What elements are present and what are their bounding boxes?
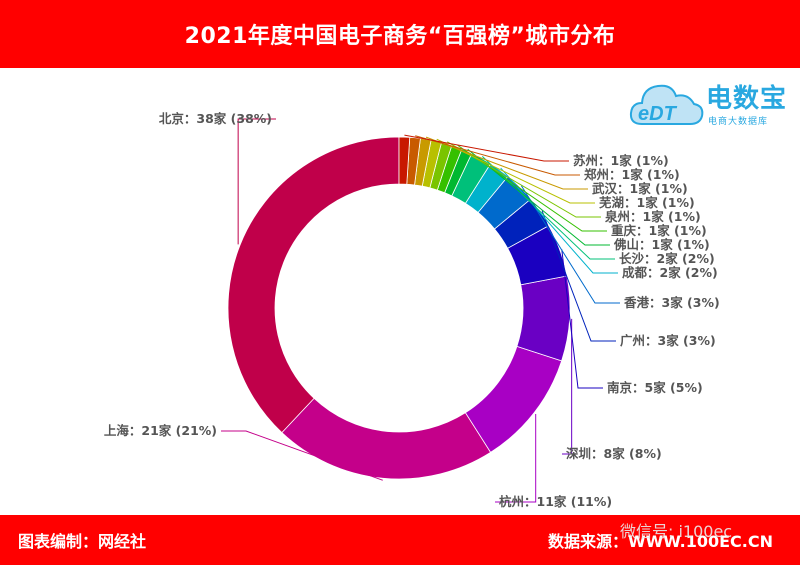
leader-line-郑州 [415, 135, 580, 176]
data-label-苏州: 苏州：1家 (1%) [573, 153, 669, 168]
data-label-郑州: 郑州：1家 (1%) [584, 167, 680, 182]
title-bar: 2021年度中国电子商务“百强榜”城市分布 [0, 0, 800, 68]
wechat-watermark: 微信号: i100ec [620, 522, 733, 541]
logo-tagline: 电商大数据库 [708, 117, 769, 127]
data-label-芜湖: 芜湖：1家 (1%) [599, 195, 695, 210]
brand-logo: eDT 电数宝 电商大数据库 [628, 74, 793, 136]
logo-mark: eDT [638, 103, 678, 125]
leader-line-广州 [541, 210, 616, 342]
data-label-长沙: 长沙：2家 (2%) [619, 251, 715, 266]
leader-line-香港 [520, 185, 620, 304]
leader-line-深圳 [562, 318, 573, 455]
data-label-广州: 广州：3家 (3%) [620, 333, 716, 348]
leader-line-杭州 [495, 414, 537, 503]
leader-line-武汉 [425, 136, 588, 190]
data-label-成都: 成都：2家 (2%) [622, 265, 718, 280]
slice-上海 [281, 397, 492, 480]
data-label-佛山: 佛山：1家 (1%) [613, 237, 710, 252]
leader-line-南京 [561, 249, 603, 389]
leader-line-苏州 [404, 134, 569, 162]
data-label-泉州: 泉州：1家 (1%) [604, 209, 701, 224]
leader-line-重庆 [457, 144, 607, 232]
cloud-logo-icon: eDT [629, 84, 704, 125]
logo-brand-name: 电数宝 [706, 84, 788, 114]
data-label-北京: 北京：38家 (38%) [159, 111, 272, 126]
leader-line-北京 [237, 118, 276, 245]
footer-bar: 图表编制：网经社 数据来源：WWW.100EC.CN 微信号: i100ec [0, 515, 800, 565]
slice-深圳 [516, 275, 571, 362]
leader-line-泉州 [447, 141, 601, 218]
chart-credit: 图表编制：网经社 [18, 532, 147, 551]
leader-line-上海 [221, 430, 383, 481]
leader-line-芜湖 [436, 138, 595, 204]
slice-北京 [227, 136, 400, 434]
data-label-南京: 南京：5家 (5%) [607, 380, 703, 395]
data-source: 数据来源：WWW.100EC.CN [548, 532, 774, 551]
data-label-上海: 上海：21家 (21%) [104, 423, 217, 438]
chart-title: 2021年度中国电子商务“百强榜”城市分布 [184, 24, 616, 49]
leader-line-佛山 [467, 148, 610, 246]
data-label-香港: 香港：3家 (3%) [623, 295, 720, 310]
slice-苏州 [398, 136, 411, 185]
data-label-深圳: 深圳：8家 (8%) [566, 446, 662, 461]
data-label-杭州: 杭州：11家 (11%) [499, 494, 612, 509]
data-label-武汉: 武汉：1家 (1%) [592, 181, 688, 196]
data-label-重庆: 重庆：1家 (1%) [611, 223, 707, 238]
